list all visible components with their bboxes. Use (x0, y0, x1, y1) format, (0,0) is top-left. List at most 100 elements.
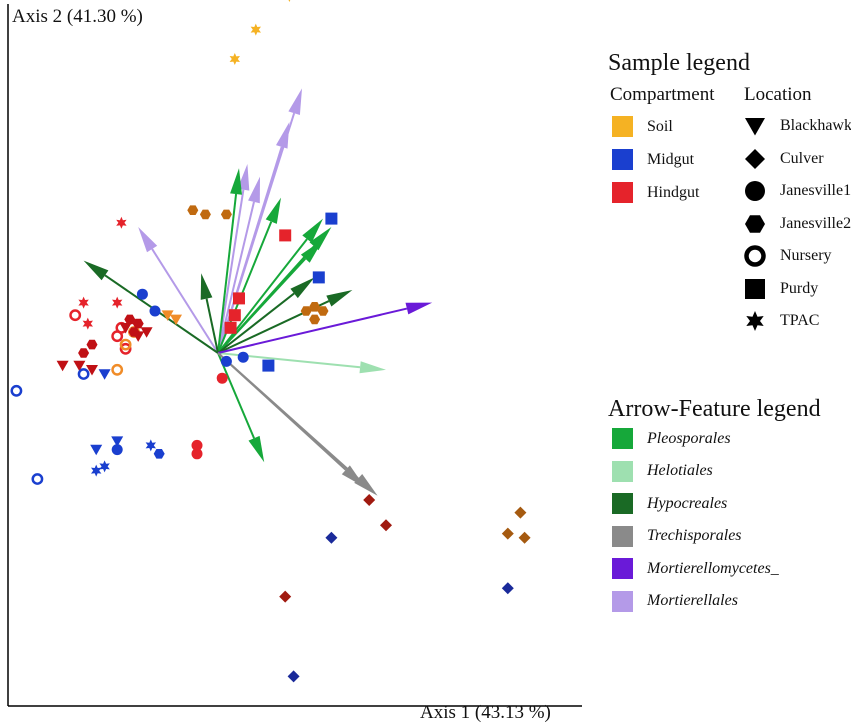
feature-label: Trechisporales (647, 527, 742, 544)
data-point-ring (119, 338, 132, 351)
feature-label: Pleosporales (647, 429, 731, 447)
legend-shape-ring (744, 245, 766, 267)
color-swatch (612, 428, 633, 449)
x-axis-label: Axis 1 (43.13 %) (420, 702, 551, 723)
feature-arrow-mortierellomycetes (217, 302, 433, 354)
legend-shape-hexagon (745, 214, 765, 233)
arrow-head (354, 474, 378, 496)
arrow-head (83, 260, 109, 281)
location-legend-item: TPAC (742, 309, 819, 333)
data-point-diamond (518, 531, 531, 544)
data-point-square (228, 309, 241, 322)
data-point-triangle (90, 444, 103, 456)
arrow-shaft (205, 298, 219, 354)
arrow-head (405, 302, 433, 315)
arrow-head (300, 239, 323, 263)
arrow-head (302, 218, 323, 243)
feature-label: Helotiales (647, 462, 713, 479)
arrow-head (138, 227, 158, 253)
arrow-shaft (217, 189, 245, 354)
arrow-shaft (217, 257, 307, 354)
data-point-circle (237, 351, 249, 363)
compartment-label: Midgut (647, 150, 695, 168)
data-point-diamond (501, 582, 514, 595)
legend-shape-triangle (745, 118, 765, 136)
location-label: TPAC (780, 312, 820, 329)
data-point-square (312, 271, 325, 284)
data-point-diamond (279, 590, 292, 603)
arrow-shaft (151, 248, 219, 354)
ring-icon (742, 244, 768, 268)
data-point-hexagon (317, 306, 329, 316)
arrows-layer (83, 88, 433, 496)
arrow-head (200, 273, 213, 300)
data-point-square (224, 321, 237, 334)
data-point-star (145, 439, 156, 452)
feature-legend-item: Pleosporales (612, 428, 731, 449)
feature-arrow-mortierellales (217, 122, 290, 354)
arrow-head (230, 168, 242, 195)
feature-legend-item: Helotiales (612, 460, 713, 482)
data-point-triangle (86, 365, 98, 376)
data-point-star (78, 296, 89, 309)
arrow-head (359, 361, 386, 374)
legend-shape-circle (745, 181, 765, 201)
feature-arrow-pleosporales (217, 218, 323, 354)
data-point-triangle (98, 369, 111, 380)
location-legend-item: Nursery (742, 244, 832, 268)
arrow-shaft (217, 193, 238, 354)
legend-shape-star (746, 311, 764, 331)
location-label: Blackhawk (780, 117, 851, 134)
location-title: Location (744, 84, 812, 105)
compartment-label: Hindgut (647, 183, 700, 201)
data-point-hexagon (187, 205, 199, 215)
data-point-diamond (514, 506, 527, 519)
data-point-hexagon (199, 209, 211, 220)
location-label: Culver (780, 149, 824, 167)
feature-arrow-pleosporales (217, 168, 242, 354)
compartment-label: Soil (647, 117, 673, 135)
data-point-star (229, 53, 240, 65)
feature-label: Mortierellomycetes_ (647, 559, 779, 577)
location-label: Purdy (780, 279, 819, 297)
location-label: Janesville2 (780, 214, 851, 232)
color-swatch (612, 590, 633, 612)
data-point-hexagon (309, 302, 321, 312)
feature-arrow-trechisporales (217, 352, 378, 496)
data-point-hexagon (300, 306, 312, 316)
location-label: Janesville1 (780, 182, 851, 199)
square-icon (742, 277, 768, 301)
feature-legend-item: Hypocreales (612, 493, 727, 514)
arrow-shaft (217, 352, 255, 439)
data-point-triangle (161, 310, 174, 321)
arrow-shaft (217, 238, 308, 354)
arrow-head (248, 176, 260, 204)
data-point-circle (191, 439, 203, 451)
compartment-legend-item: Soil (612, 116, 673, 137)
location-legend-item: Purdy (742, 277, 818, 301)
feature-arrow-hypocreales (200, 273, 219, 354)
location-legend-item: Janesville2 (742, 212, 851, 236)
data-point-star (288, 0, 291, 2)
data-point-diamond (287, 670, 300, 683)
data-point-triangle (111, 436, 124, 447)
data-point-triangle (170, 314, 182, 326)
color-swatch (612, 558, 633, 579)
data-point-triangle (119, 323, 132, 334)
color-swatch (612, 525, 633, 547)
compartment-title: Compartment (610, 84, 715, 105)
feature-legend-item: Trechisporales (612, 525, 742, 547)
data-point-diamond (380, 519, 392, 532)
color-swatch (612, 493, 633, 514)
data-point-star (82, 317, 93, 330)
data-point-star (250, 23, 261, 36)
feature-legend-item: Mortierellomycetes_ (612, 558, 779, 579)
data-point-star (99, 460, 110, 473)
compartment-legend-item: Midgut (612, 149, 694, 170)
data-point-ring (31, 473, 44, 485)
data-point-hexagon (86, 339, 98, 350)
feature-arrow-mortierellales (138, 227, 219, 354)
data-point-hexagon (124, 314, 136, 325)
arrow-shaft (104, 274, 219, 354)
